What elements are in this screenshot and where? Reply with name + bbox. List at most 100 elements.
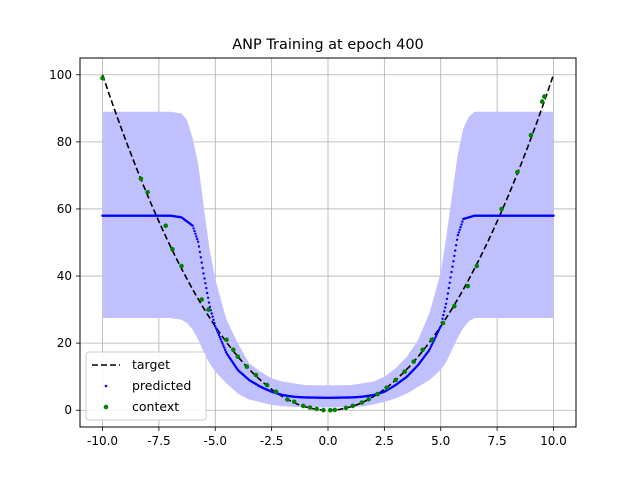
predicted-point-132: [220, 340, 223, 343]
context-point-0: [100, 75, 105, 81]
context-point-40: [528, 132, 534, 138]
x-axis-ticks: -10.0 -7.5 -5.0 -2.5 0.0 2.5 5.0 7.5 10.0: [87, 427, 567, 448]
predicted-point-366: [431, 342, 434, 345]
predicted-point-387: [450, 270, 453, 274]
context-point-22: [332, 407, 338, 413]
context-point-5: [179, 263, 184, 269]
context-point-13: [264, 382, 270, 388]
predicted-point-115: [205, 286, 208, 290]
predicted-point-365: [430, 343, 433, 347]
context-point-28: [384, 385, 389, 391]
predicted-point-109: [199, 256, 202, 259]
predicted-point-383: [446, 292, 450, 295]
context-point-34: [440, 320, 446, 326]
predicted-point-124: [213, 321, 216, 325]
predicted-point-398: [460, 223, 463, 226]
predicted-point-395: [457, 231, 460, 234]
context-series: [100, 75, 547, 413]
predicted-point-380: [444, 306, 447, 309]
predicted-point-373: [437, 328, 441, 332]
predicted-point-101: [192, 227, 195, 230]
predicted-point-364: [429, 345, 432, 349]
context-point-21: [328, 407, 333, 413]
predicted-point-370: [435, 334, 438, 337]
predicted-point-117: [206, 296, 210, 299]
predicted-point-375: [439, 325, 442, 328]
predicted-point-126: [215, 327, 218, 330]
predicted-point-127: [215, 329, 219, 332]
predicted-point-378: [442, 313, 445, 317]
legend-predicted-label: predicted: [132, 378, 191, 393]
context-point-14: [273, 389, 279, 395]
y-tick-label-0: 0: [64, 403, 72, 417]
y-tick-label-2: 40: [57, 269, 72, 283]
context-point-17: [300, 403, 306, 409]
predicted-series: [101, 214, 555, 399]
predicted-point-377: [441, 317, 444, 320]
predicted-point-112: [202, 272, 205, 275]
legend-context-swatch: [103, 404, 109, 410]
predicted-point-137: [224, 350, 228, 354]
predicted-point-381: [444, 302, 448, 305]
context-point-9: [231, 347, 236, 353]
context-point-37: [474, 263, 480, 269]
context-point-1: [138, 176, 144, 182]
predicted-point-391: [454, 249, 457, 252]
context-point-26: [366, 396, 371, 402]
predicted-point-108: [198, 250, 202, 254]
context-point-32: [420, 347, 426, 353]
context-point-35: [452, 303, 457, 309]
uncertainty-band: [102, 111, 554, 408]
predicted-point-369: [434, 336, 437, 339]
context-point-30: [402, 369, 408, 374]
context-point-38: [499, 206, 504, 212]
predicted-point-396: [458, 228, 461, 231]
predicted-point-116: [206, 291, 209, 295]
context-point-3: [163, 223, 168, 228]
y-tick-label-4: 80: [57, 135, 72, 149]
context-point-33: [429, 337, 435, 343]
predicted-point-389: [452, 260, 455, 263]
context-point-16: [291, 399, 297, 405]
x-tick-label-3: -2.5: [260, 434, 283, 448]
context-point-24: [350, 403, 356, 409]
context-point-2: [145, 189, 150, 195]
context-point-39: [515, 169, 520, 175]
chart-title: ANP Training at epoch 400: [232, 37, 424, 53]
target-series: [101, 74, 555, 411]
context-point-10: [235, 354, 241, 359]
predicted-point-386: [449, 276, 452, 279]
context-point-20: [321, 407, 326, 413]
x-tick-label-7: 7.5: [488, 434, 507, 448]
predicted-point-379: [443, 310, 446, 313]
x-tick-label-1: -7.5: [147, 434, 170, 448]
predicted-point-103: [194, 232, 197, 235]
x-tick-label-5: 2.5: [375, 434, 394, 448]
context-point-41: [539, 99, 545, 104]
target-line: [101, 74, 555, 411]
x-tick-label-6: 5.0: [431, 434, 450, 448]
predicted-point-114: [204, 282, 207, 285]
predicted-point-392: [454, 244, 458, 247]
context-point-19: [314, 406, 320, 412]
predicted-point-397: [459, 225, 462, 229]
predicted-point-129: [217, 333, 221, 337]
predicted-point-105: [196, 237, 199, 241]
predicted-point-128: [216, 331, 220, 334]
context-point-18: [307, 405, 313, 410]
context-point-31: [411, 359, 417, 364]
context-point-7: [206, 307, 211, 312]
context-point-29: [393, 377, 398, 383]
predicted-point-374: [438, 327, 441, 330]
predicted-point-500: [552, 214, 555, 217]
predicted-point-133: [221, 342, 224, 345]
predicted-point-100: [191, 224, 194, 227]
uncertainty-band-area: [102, 111, 554, 408]
predicted-point-136: [224, 348, 227, 352]
legend-context-label: context: [132, 399, 179, 414]
predicted-point-393: [455, 238, 459, 241]
x-tick-label-4: 0.0: [318, 434, 337, 448]
y-tick-label-5: 100: [49, 68, 72, 82]
predicted-point-125: [214, 325, 217, 328]
